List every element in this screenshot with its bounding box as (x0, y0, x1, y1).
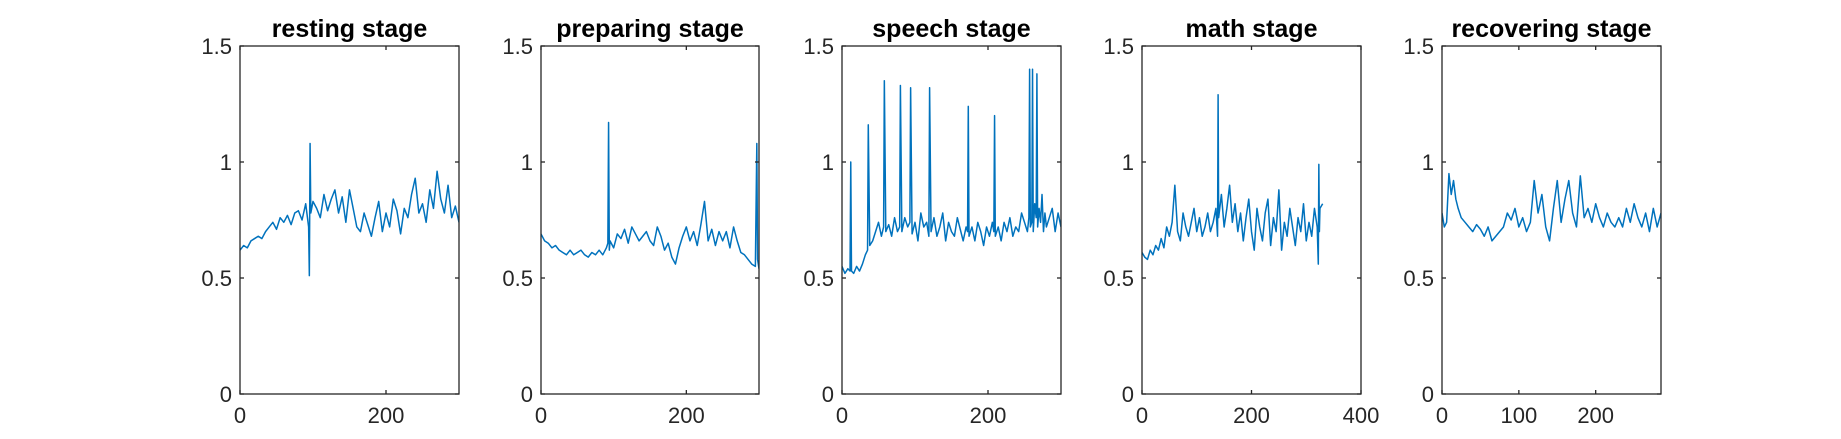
y-tick-label: 0.5 (201, 266, 232, 291)
y-tick-label: 0 (220, 382, 232, 407)
x-tick-label: 0 (1136, 403, 1148, 428)
y-tick-label: 0.5 (803, 266, 834, 291)
y-tick-label: 1 (1422, 150, 1434, 175)
series-line (541, 121, 759, 269)
x-tick-label: 200 (368, 403, 405, 428)
axes-box (239, 45, 460, 395)
y-tick-label: 1 (220, 150, 232, 175)
chart-panel-5: 0 0.5 1 1.5 0 100 200 recovering stage (1403, 15, 1662, 428)
y-tick-label: 0 (822, 382, 834, 407)
x-tick-label: 100 (1500, 403, 1537, 428)
x-tick-label: 200 (1577, 403, 1614, 428)
y-tick-label: 1 (521, 150, 533, 175)
chart-title: speech stage (872, 15, 1031, 43)
axes-box (1441, 45, 1662, 395)
y-tick-label: 0 (1422, 382, 1434, 407)
y-tick-label: 0.5 (502, 266, 533, 291)
y-tick-label: 0.5 (1103, 266, 1134, 291)
y-tick-label: 1.5 (502, 34, 533, 59)
chart-title: recovering stage (1451, 15, 1651, 43)
x-tick-label: 200 (668, 403, 705, 428)
series-line (1142, 93, 1324, 265)
y-tick-label: 1.5 (1103, 34, 1134, 59)
series-line (240, 142, 459, 277)
axes-box (540, 45, 760, 395)
y-tick-label: 1 (822, 150, 834, 175)
x-tick-label: 0 (535, 403, 547, 428)
y-tick-label: 1 (1122, 150, 1134, 175)
y-tick-label: 1.5 (201, 34, 232, 59)
y-tick-label: 0 (521, 382, 533, 407)
chart-panel-3: 0 0.5 1 1.5 0 200 speech stage (803, 15, 1062, 428)
x-tick-label: 400 (1343, 403, 1380, 428)
chart-title: math stage (1186, 15, 1318, 43)
chart-title: resting stage (272, 15, 428, 43)
chart-panel-4: 0 0.5 1 1.5 0 200 400 math stage (1103, 15, 1379, 428)
axes-box (841, 45, 1062, 395)
series-line (842, 68, 1061, 275)
chart-panel-2: 0 0.5 1 1.5 0 200 preparing stage (502, 15, 760, 428)
x-tick-label: 200 (1233, 403, 1270, 428)
x-tick-label: 0 (836, 403, 848, 428)
y-tick-label: 0 (1122, 382, 1134, 407)
y-tick-label: 0.5 (1403, 266, 1434, 291)
x-tick-label: 0 (1436, 403, 1448, 428)
x-tick-label: 0 (234, 403, 246, 428)
chart-title: preparing stage (556, 15, 744, 43)
y-tick-label: 1.5 (1403, 34, 1434, 59)
y-tick-label: 1.5 (803, 34, 834, 59)
series-line (1442, 172, 1661, 242)
chart-panel-1: 0 0.5 1 1.5 0 200 resting stage (201, 15, 460, 428)
x-tick-label: 200 (970, 403, 1007, 428)
